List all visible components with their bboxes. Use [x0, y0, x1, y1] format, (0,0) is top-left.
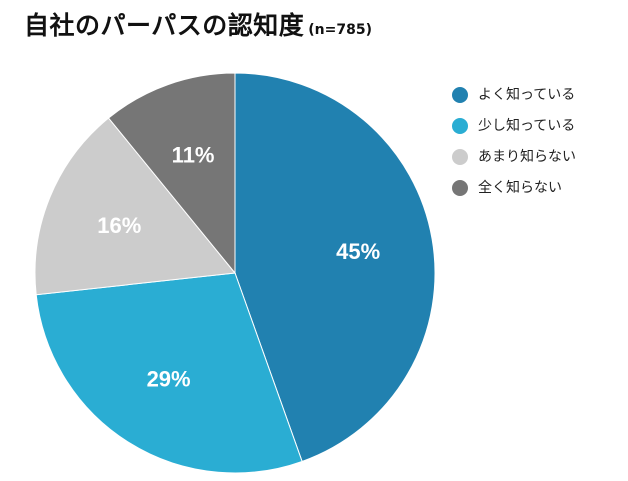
legend-label-1: よく知っている — [478, 86, 575, 103]
chart-title-block: 自社のパーパスの認知度 (n=785) — [24, 6, 372, 42]
pie-slice-label-2: 29% — [147, 366, 191, 391]
legend-marker-3 — [452, 149, 468, 165]
pie-slices — [34, 72, 436, 474]
pie-slice-2 — [35, 272, 303, 474]
pie-slice-label-1: 45% — [336, 239, 380, 264]
legend-label-2: 少し知っている — [478, 117, 575, 134]
legend-marker-2 — [452, 118, 468, 134]
legend-label-3: あまり知らない — [478, 148, 576, 165]
chart-title: 自社のパーパスの認知度 — [24, 11, 305, 40]
pie-slice-4 — [107, 72, 236, 275]
pie-slice-1 — [234, 72, 436, 463]
chart-subtitle: (n=785) — [308, 22, 372, 38]
pie-slice-labels: 45% 29% 16% 11% — [97, 143, 380, 392]
legend-marker-4 — [452, 180, 468, 196]
pie-slice-label-4: 11% — [172, 143, 215, 168]
pie-slice-3 — [34, 117, 236, 296]
pie-slice-label-3: 16% — [97, 213, 141, 238]
legend-label-4: 全く知らない — [478, 179, 562, 196]
legend-marker-1 — [452, 87, 468, 103]
